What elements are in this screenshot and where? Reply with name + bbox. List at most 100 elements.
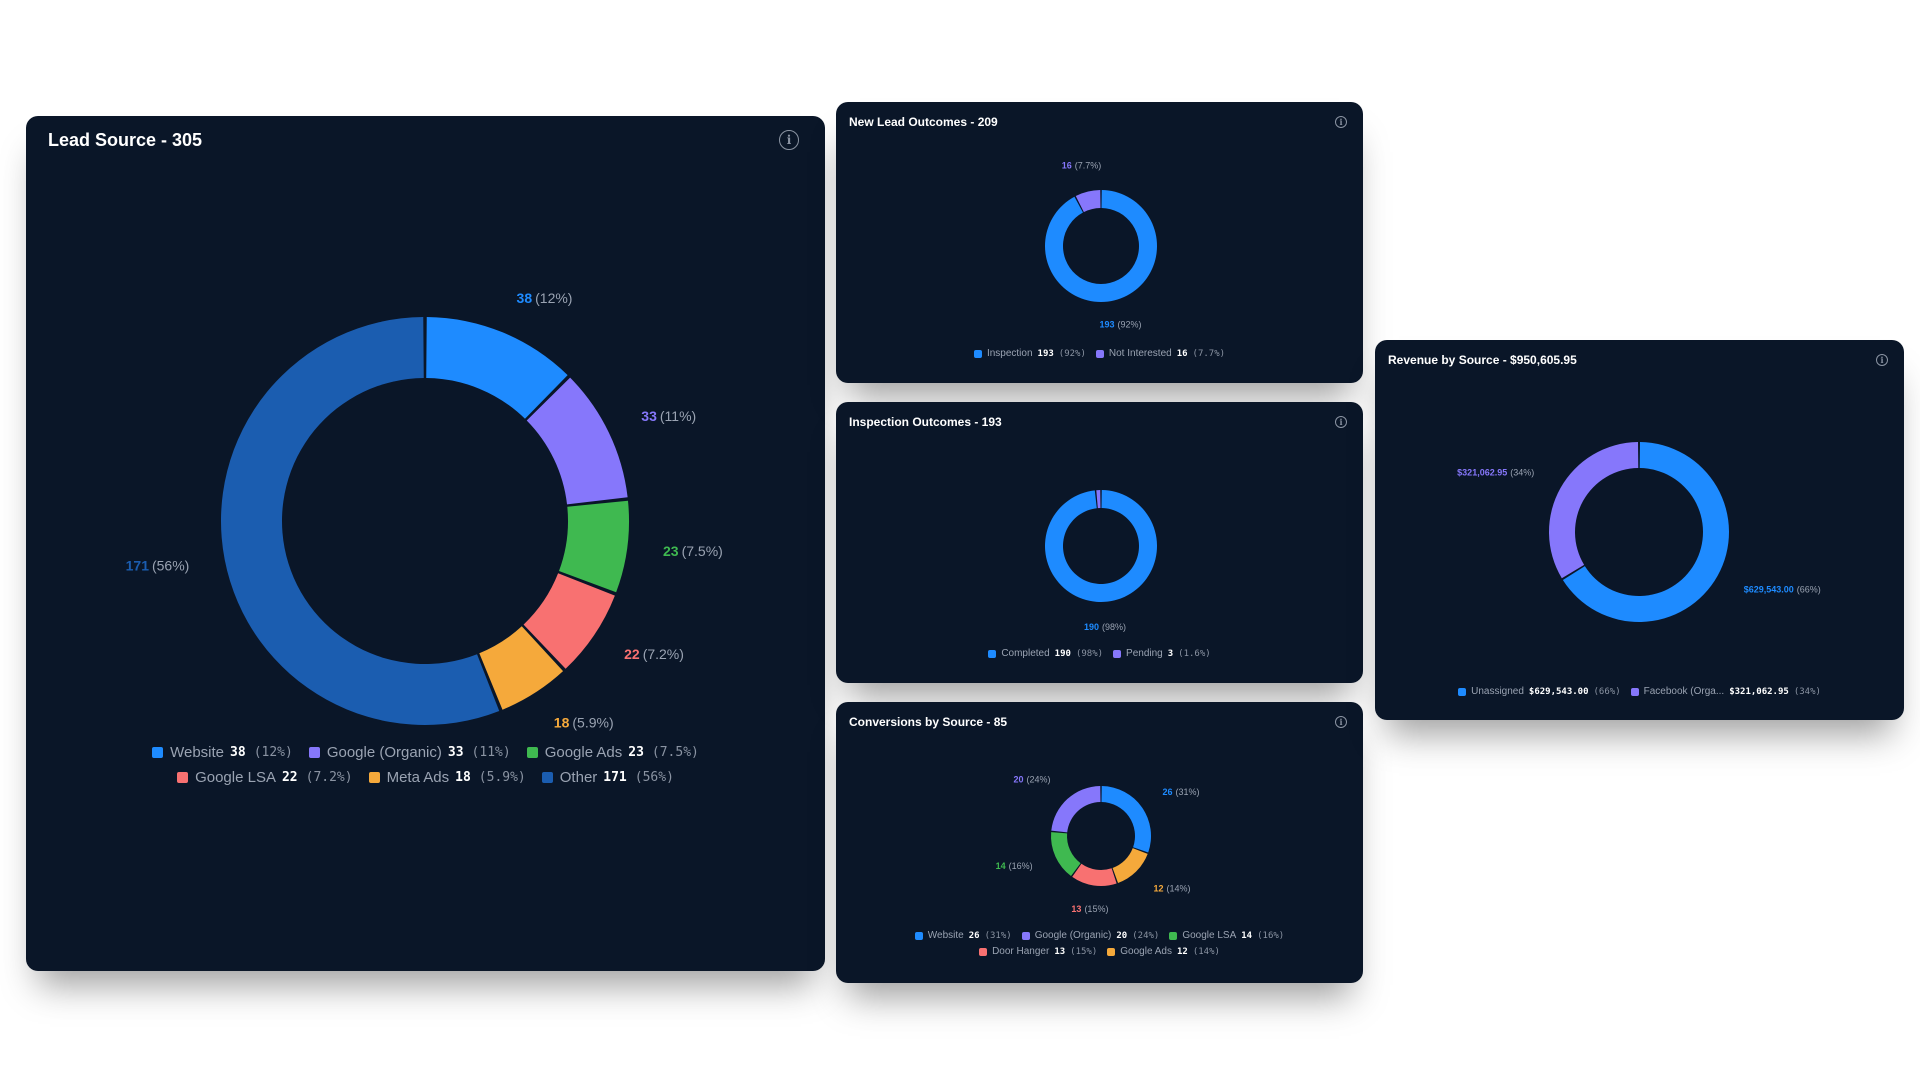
data-label-google-lsa: 22 (7.2%) [624, 646, 684, 662]
legend-item-other[interactable]: Other 171 (56%) [541, 769, 674, 786]
donut-slice-other[interactable] [221, 317, 500, 725]
legend-item-facebook-orga[interactable]: Facebook (Orga... $321,062.95 (34%) [1630, 686, 1821, 697]
donut-slice-google-organic[interactable] [1051, 786, 1101, 833]
lead-source-donut-chart: 38 (12%) 33 (11%) 23 (7.5%) 22 (7.2%) 18 (5.9%) 17… [126, 290, 723, 730]
legend-item-google-lsa[interactable]: Google LSA 22 (7.2%) [177, 769, 353, 786]
legend-item-website[interactable]: Website 38 (12%) [152, 744, 293, 761]
info-circle-icon[interactable]: i [1335, 416, 1347, 428]
donut-slice-google-ads[interactable] [558, 500, 630, 593]
donut-slice-not-interested[interactable] [1075, 190, 1101, 213]
donut-slice-completed[interactable] [1045, 490, 1158, 602]
donut-slice-google-ads[interactable] [1112, 848, 1148, 884]
lead-source-legend: Website 38 (12%) Google (Organic) 33 (11%) Goo… [26, 744, 825, 786]
info-circle-icon[interactable]: i [1335, 716, 1347, 728]
legend-item-website[interactable]: Website 26 (31%) [914, 930, 1012, 941]
legend-swatch [308, 747, 320, 758]
legend-label: Google Ads [544, 744, 623, 761]
inspection-outcomes-donut-chart: 190 (98%) [1045, 490, 1158, 632]
data-label-inspection: 193 (92%) [1100, 320, 1142, 330]
data-label-door-hanger: 13 (15%) [1071, 905, 1108, 915]
legend-percent: (31%) [984, 930, 1012, 941]
donut-slice-unassigned[interactable] [1562, 442, 1729, 622]
legend-percent: (92%) [1058, 348, 1086, 359]
data-label-google-ads: 12 (14%) [1154, 884, 1191, 894]
data-label-website: 38 (12%) [517, 290, 573, 306]
legend-swatch [1113, 649, 1122, 658]
legend-item-not-interested[interactable]: Not Interested 16 (7.7%) [1095, 348, 1225, 359]
lead-source-title: Lead Source - 305 [48, 130, 203, 150]
donut-slice-facebook-orga[interactable] [1549, 442, 1639, 579]
legend-swatch [914, 931, 923, 940]
legend-label: Inspection [986, 348, 1033, 359]
donut-slice-google-organic[interactable] [526, 377, 628, 505]
revenue-by-source-card: Revenue by Source - $950,605.95 i $629,5… [1375, 340, 1904, 720]
legend-item-pending[interactable]: Pending 3 (1.6%) [1113, 648, 1211, 659]
legend-percent: (98%) [1075, 648, 1104, 659]
legend-swatch [541, 772, 553, 783]
legend-item-google-organic[interactable]: Google (Organic) 33 (11%) [308, 744, 511, 761]
donut-slice-inspection[interactable] [1045, 190, 1157, 302]
legend-percent: (15%) [1070, 946, 1098, 957]
legend-item-unassigned[interactable]: Unassigned $629,543.00 (66%) [1458, 686, 1621, 697]
donut-slice-google-lsa[interactable] [523, 573, 615, 669]
legend-item-inspection[interactable]: Inspection 193 (92%) [973, 348, 1086, 359]
legend-item-completed[interactable]: Completed 190 (98%) [988, 648, 1103, 659]
legend-value: 14 [1241, 930, 1253, 941]
legend-percent: (34%) [1793, 686, 1821, 697]
data-label-not-interested: 16 (7.7%) [1062, 161, 1102, 171]
new-lead-outcomes-donut-chart: 193 (92%) 16 (7.7%) [1045, 161, 1157, 330]
info-circle-icon[interactable]: i [779, 130, 799, 150]
new-lead-outcomes-title: New Lead Outcomes - 209 [849, 115, 998, 129]
donut-slice-google-lsa[interactable] [1051, 832, 1081, 877]
legend-row: Google LSA 22 (7.2%) Meta Ads 18 (5.9%) Other 1… [169, 769, 682, 786]
data-label-completed: 190 (98%) [1084, 622, 1126, 632]
legend-label: Google LSA [1182, 930, 1237, 941]
legend-label: Not Interested [1108, 348, 1172, 359]
data-label-google-organic: 33 (11%) [641, 408, 696, 424]
donut-slice-website[interactable] [426, 317, 568, 419]
legend-value: 13 [1054, 946, 1066, 957]
revenue-by-source-donut-chart: $629,543.00 (66%) $321,062.95 (34%) [1457, 442, 1821, 622]
legend-row: Website 26 (31%) Google (Organic) 20 (24%) Goo… [910, 930, 1289, 941]
data-label-google-ads: 23 (7.5%) [663, 543, 723, 559]
legend-percent: (66%) [1593, 686, 1621, 697]
legend-percent: (1.6%) [1178, 648, 1211, 659]
legend-item-google-lsa[interactable]: Google LSA 14 (16%) [1169, 930, 1284, 941]
conversions-by-source-legend: Website 26 (31%) Google (Organic) 20 (24%) Goo… [836, 930, 1363, 957]
legend-value: 26 [968, 930, 980, 941]
legend-value: 23 [628, 745, 644, 760]
legend-item-meta-ads[interactable]: Meta Ads 18 (5.9%) [368, 769, 526, 786]
legend-row: Unassigned $629,543.00 (66%) Facebook (Orga… [1453, 686, 1826, 697]
legend-swatch [177, 772, 189, 783]
legend-value: 193 [1037, 348, 1054, 359]
legend-value: 38 [230, 745, 246, 760]
legend-value: 22 [281, 770, 298, 785]
legend-swatch [152, 747, 164, 758]
legend-swatch [979, 947, 988, 956]
legend-item-door-hanger[interactable]: Door Hanger 13 (15%) [979, 946, 1097, 957]
conversions-by-source-donut-chart: 26 (31%) 12 (14%) 13 (15%) 14 (16%) 20 (24%) [996, 775, 1200, 915]
new-lead-outcomes-legend: Inspection 193 (92%) Not Interested 16 (7.7%) [836, 348, 1363, 359]
donut-slice-pending[interactable] [1096, 490, 1101, 509]
legend-percent: (7.5%) [651, 745, 699, 760]
legend-percent: (56%) [634, 770, 674, 785]
donut-slice-website[interactable] [1101, 786, 1151, 853]
legend-label: Facebook (Orga... [1643, 686, 1725, 697]
legend-item-google-organic[interactable]: Google (Organic) 20 (24%) [1021, 930, 1159, 941]
legend-swatch [1095, 349, 1104, 358]
donut-slice-door-hanger[interactable] [1072, 863, 1117, 886]
legend-value: 16 [1176, 348, 1188, 359]
legend-swatch [1458, 687, 1467, 696]
legend-item-google-ads[interactable]: Google Ads 23 (7.5%) [526, 744, 699, 761]
legend-percent: (11%) [471, 745, 511, 760]
legend-label: Website [170, 744, 225, 761]
donut-slice-meta-ads[interactable] [479, 626, 564, 710]
data-label-other: 171 (56%) [126, 557, 190, 573]
legend-value: $321,062.95 [1729, 686, 1789, 697]
legend-item-google-ads[interactable]: Google Ads 12 (14%) [1107, 946, 1220, 957]
info-circle-icon[interactable]: i [1876, 354, 1888, 366]
legend-value: 190 [1054, 648, 1071, 659]
legend-swatch [1107, 947, 1116, 956]
revenue-by-source-legend: Unassigned $629,543.00 (66%) Facebook (Orga… [1375, 686, 1904, 697]
info-circle-icon[interactable]: i [1335, 116, 1347, 128]
